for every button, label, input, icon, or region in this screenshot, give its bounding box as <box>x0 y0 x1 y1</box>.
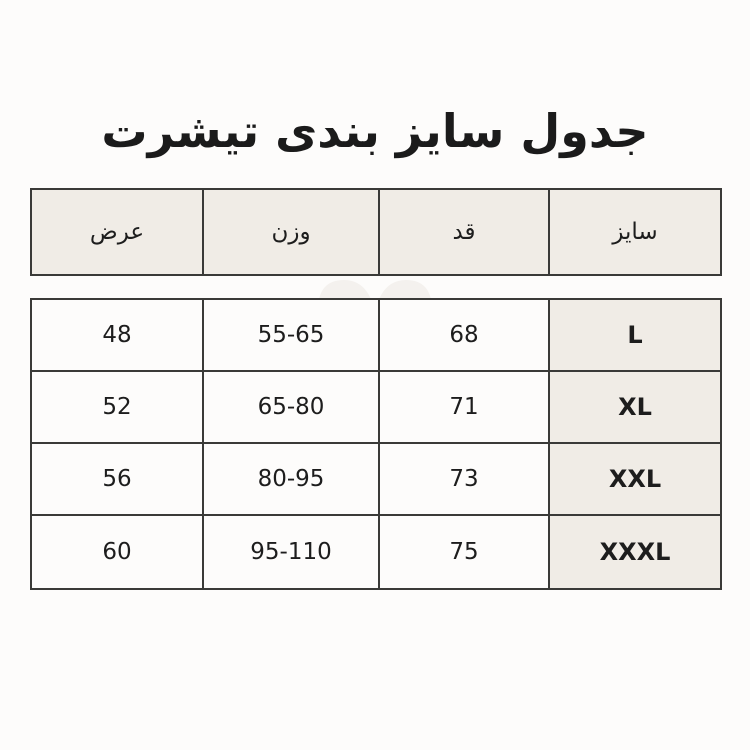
column-header-height: قد <box>378 190 548 274</box>
cell-height: 71 <box>378 372 548 442</box>
table-row: XXL 73 80-95 56 <box>32 444 720 516</box>
cell-size: L <box>548 300 720 370</box>
cell-weight: 80-95 <box>202 444 378 514</box>
cell-weight: 55-65 <box>202 300 378 370</box>
table-row: L 68 55-65 48 <box>32 300 720 372</box>
cell-width: 60 <box>102 539 132 565</box>
column-header-size: سایز <box>548 190 720 274</box>
table-row: XXXL 75 95-110 60 <box>32 516 720 588</box>
cell-weight: 65-80 <box>202 372 378 442</box>
cell-size: XXL <box>548 444 720 514</box>
cell-width: 56 <box>102 466 132 492</box>
cell-width: 52 <box>102 394 132 420</box>
cell-height: 75 <box>378 516 548 588</box>
table-body: L 68 55-65 48 XL 71 65-80 52 XXL 73 80-9… <box>30 298 722 590</box>
page-title: جدول سایز بندی تیشرت <box>101 103 649 158</box>
column-header-weight: وزن <box>202 190 378 274</box>
cell-height: 68 <box>378 300 548 370</box>
table-header-row: سایز قد وزن عرض <box>30 188 722 276</box>
table-row: XL 71 65-80 52 <box>32 372 720 444</box>
cell-size: XL <box>548 372 720 442</box>
cell-weight: 95-110 <box>202 516 378 588</box>
column-header-width: عرض <box>89 219 145 245</box>
cell-height: 73 <box>378 444 548 514</box>
size-table: سایز قد وزن عرض L 68 55-65 48 XL 71 65-8… <box>30 188 722 590</box>
cell-width: 48 <box>102 322 132 348</box>
cell-size: XXXL <box>548 516 720 588</box>
